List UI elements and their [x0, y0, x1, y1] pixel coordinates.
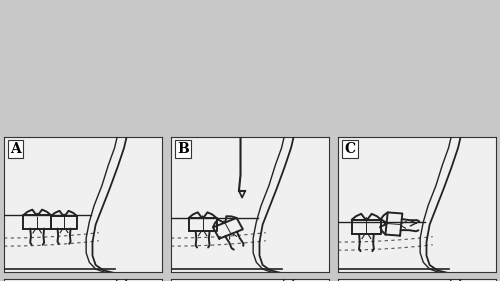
Text: B: B [178, 142, 189, 157]
Text: A: A [10, 142, 21, 157]
Text: C: C [344, 142, 356, 157]
